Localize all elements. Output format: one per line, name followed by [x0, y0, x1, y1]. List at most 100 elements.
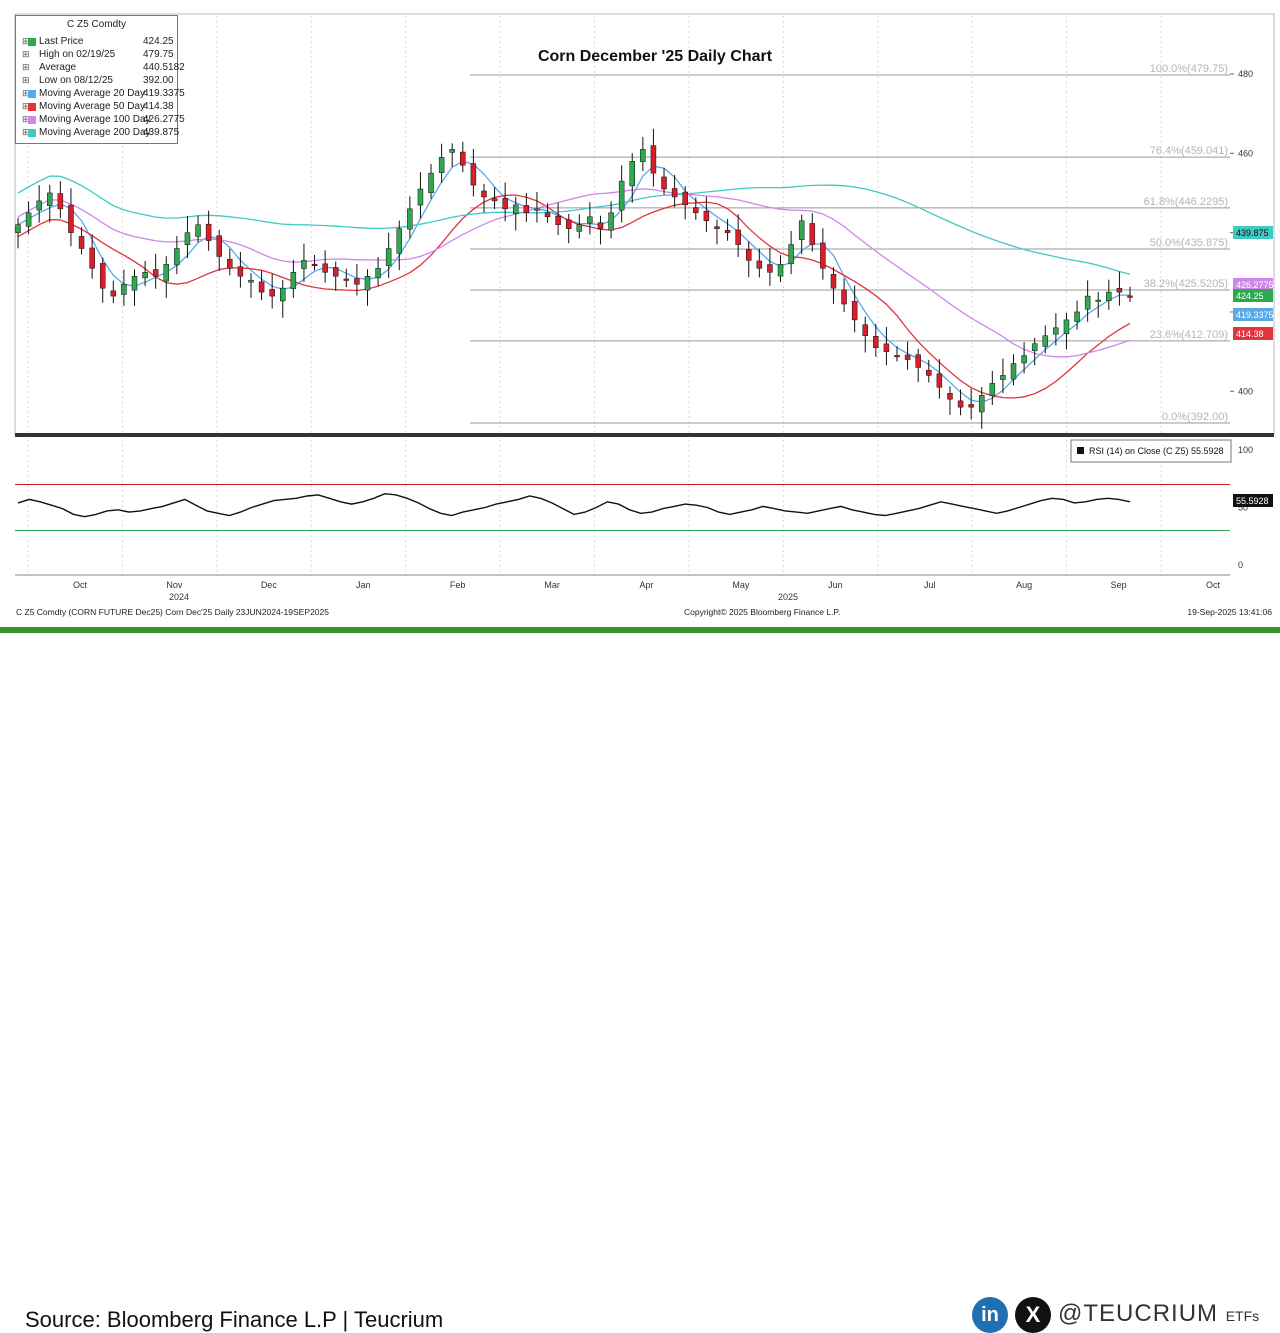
candle-body [587, 216, 593, 224]
candle-body [926, 369, 932, 376]
bottom-left-info: C Z5 Comdty (CORN FUTURE Dec25) Corn Dec… [16, 607, 329, 617]
price-tick-label: 400 [1238, 386, 1253, 396]
legend-row: ⊞ Moving Average 100 Day 426.2775 [22, 114, 185, 127]
expand-icon[interactable]: ⊞ [22, 101, 30, 111]
candle-body [703, 210, 710, 221]
legend-row: ⊞ Average 440.5182 [22, 62, 185, 75]
candle-body [1042, 335, 1049, 347]
corn-chart: 100.0%(479.75) 76.4%(459.041) 61.8%(446.22… [14, 13, 1275, 617]
candle-body [227, 258, 233, 269]
candle-body [767, 264, 773, 273]
candle-body [99, 263, 106, 289]
candle-body [258, 281, 265, 293]
expand-icon[interactable]: ⊞ [22, 62, 30, 72]
candle-body [873, 336, 879, 348]
legend-row: ⊞ Low on 08/12/25 392.00 [22, 75, 174, 88]
candle-body [47, 192, 53, 207]
rsi-legend-text: RSI (14) on Close (C Z5) 55.5928 [1089, 446, 1224, 456]
candle-body [650, 145, 657, 174]
rsi-line [17, 492, 1131, 518]
ma50-line [17, 194, 1131, 399]
candle-body [280, 287, 286, 302]
legend-label: Moving Average 100 Day [39, 114, 151, 125]
month-label: Oct [1206, 580, 1221, 590]
rsi-tick-label: 0 [1238, 560, 1243, 570]
candle-body [862, 324, 868, 336]
expand-icon[interactable]: ⊞ [22, 88, 30, 98]
candle-body [375, 268, 381, 279]
candle-body [438, 157, 445, 173]
footer-divider [0, 627, 1280, 633]
candle-body [1127, 295, 1133, 298]
right-value-label: 414.38 [1233, 327, 1273, 340]
legend-label: Low on 08/12/25 [39, 75, 113, 86]
candle-body [1053, 327, 1059, 335]
candle-body [820, 242, 826, 269]
candle-body [989, 383, 996, 397]
x-icon[interactable]: X [1015, 1297, 1051, 1333]
legend-value: 392.00 [143, 75, 174, 86]
fib-level-label: 38.2%(425.5205) [1144, 278, 1228, 290]
candle-body [301, 260, 307, 269]
legend-row: ⊞ Last Price 424.25 [22, 36, 174, 49]
rsi-tick-label: 50 [1238, 503, 1248, 513]
month-label: Oct [73, 580, 88, 590]
candle-body [788, 244, 794, 265]
expand-icon[interactable]: ⊞ [22, 36, 30, 46]
rsi-legend-box [1070, 439, 1232, 463]
rsi-legend-swatch [1077, 447, 1084, 454]
candle-body [237, 266, 244, 277]
candle-body [195, 224, 201, 237]
bottom-timestamp: 19-Sep-2025 13:41:06 [1187, 607, 1272, 617]
month-label: Nov [166, 580, 183, 590]
candle-body [15, 224, 21, 233]
right-value-label: 424.25 [1233, 289, 1273, 302]
candle-body [343, 278, 350, 281]
candle-body [322, 263, 328, 273]
month-label: Jan [356, 580, 371, 590]
fib-level-label: 23.6%(412.709) [1150, 329, 1228, 341]
chart-title: Corn December '25 Daily Chart [538, 48, 773, 65]
candle-body [629, 161, 635, 187]
candle-body [841, 289, 847, 305]
month-label: Sep [1111, 580, 1127, 590]
legend-swatch [28, 129, 36, 137]
candle-body [407, 208, 413, 230]
candle-body [978, 394, 985, 413]
right-value-text: 419.3375 [1236, 310, 1274, 320]
fib-level-label: 50.0%(435.875) [1150, 237, 1228, 249]
month-label: Apr [639, 580, 653, 590]
candle-body [671, 188, 678, 198]
candle-body [513, 204, 519, 214]
month-label: Jul [924, 580, 936, 590]
bottom-copyright: Copyright© 2025 Bloomberg Finance L.P. [684, 607, 840, 617]
candle-body [714, 226, 720, 229]
expand-icon[interactable]: ⊞ [22, 49, 30, 59]
candle-body [957, 400, 964, 408]
year-label: 2025 [778, 592, 798, 602]
right-value-label: 426.2775 [1233, 278, 1274, 291]
ma100-line [17, 188, 1131, 358]
candle-body [576, 224, 583, 232]
price-tick-label: 460 [1238, 148, 1253, 158]
linkedin-icon[interactable]: in [972, 1297, 1008, 1333]
candle-body [110, 290, 117, 297]
candle-body [311, 263, 318, 266]
candle-body [640, 149, 646, 163]
legend-value: 426.2775 [143, 114, 185, 125]
candle-body [851, 301, 858, 321]
expand-icon[interactable]: ⊞ [22, 114, 30, 124]
candle-body [756, 260, 763, 269]
candle-body [89, 247, 95, 269]
month-label: Mar [544, 580, 560, 590]
legend-label: Moving Average 50 Day [39, 101, 145, 112]
expand-icon[interactable]: ⊞ [22, 127, 30, 137]
candle-body [904, 354, 911, 360]
legend-label: Moving Average 20 Day [39, 88, 145, 99]
candle-body [661, 176, 667, 190]
legend-swatch [28, 103, 36, 111]
candle-body [142, 272, 148, 279]
candle-body [809, 223, 816, 245]
expand-icon[interactable]: ⊞ [22, 75, 30, 85]
candle-body [947, 393, 953, 400]
